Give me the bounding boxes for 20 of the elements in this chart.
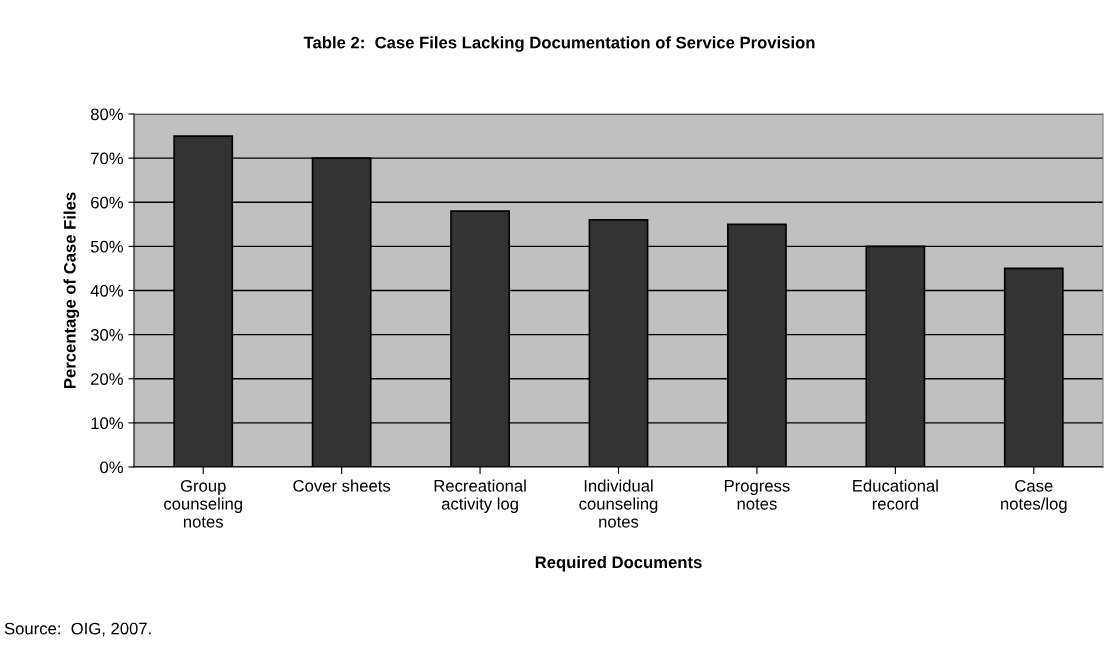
x-tick-label: Case notes/log: [1001, 479, 1067, 513]
x-tick-label: Recreational activity log: [434, 479, 526, 513]
y-tick-label: 30%: [90, 329, 123, 341]
x-tick-label: Group counseling notes: [164, 479, 242, 528]
x-tick-label: Cover sheets: [293, 479, 391, 492]
y-tick-label: 60%: [91, 196, 123, 209]
y-tick-label: 40%: [90, 284, 123, 297]
y-tick-label: 50%: [90, 240, 123, 253]
y-tick-label: 80%: [90, 108, 123, 121]
y-axis-title: Percentage of Case Files: [63, 192, 80, 389]
y-tick-label: 70%: [91, 152, 123, 165]
y-tick-label: 10%: [91, 417, 123, 430]
x-tick-label: Progress notes: [724, 480, 790, 510]
chart-title: Table 2: Case Files Lacking Documentation of Service Provision: [303, 36, 815, 52]
y-tick-label: 0%: [100, 461, 123, 474]
x-tick-label: Individual counseling notes: [579, 479, 658, 528]
source-note: Source: OIG, 2007.: [4, 622, 151, 637]
x-axis-title: Required Documents: [535, 555, 702, 572]
x-tick-label: Educational record: [853, 479, 938, 510]
y-tick-label: 20%: [91, 373, 123, 385]
